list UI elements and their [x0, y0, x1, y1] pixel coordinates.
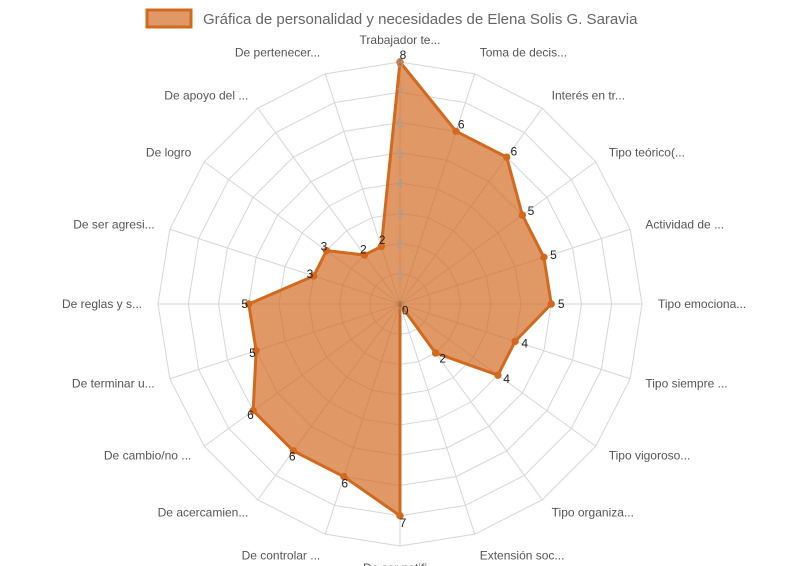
axis-label: De reglas y s...: [62, 297, 142, 311]
chart-legend[interactable]: Gráfica de personalidad y necesidades de…: [145, 8, 638, 29]
data-point[interactable]: [360, 251, 369, 259]
data-point[interactable]: [396, 512, 404, 520]
data-point[interactable]: [396, 300, 404, 308]
data-label: 2: [360, 242, 367, 256]
data-point[interactable]: [249, 406, 257, 415]
data-label: 7: [400, 516, 407, 530]
data-point[interactable]: [494, 371, 502, 379]
data-label: 2: [439, 352, 446, 366]
axis-label: De terminar u...: [72, 377, 155, 391]
data-label: 0: [402, 304, 409, 318]
data-label: 5: [241, 297, 248, 311]
axis-label: De ser agresi...: [73, 217, 154, 231]
data-label: 6: [510, 145, 517, 159]
data-label: 6: [341, 476, 348, 490]
axis-label: De apoyo del ...: [164, 88, 248, 102]
axis-label: Tipo emociona...: [658, 297, 746, 311]
tick-label: 8: [396, 55, 403, 70]
axis-label: Toma de decis...: [480, 46, 567, 60]
data-point[interactable]: [431, 349, 440, 357]
axis-label: De controlar ...: [242, 548, 321, 562]
data-point[interactable]: [452, 127, 460, 136]
data-point[interactable]: [309, 272, 318, 280]
axis-label: De logro: [146, 145, 192, 159]
data-label: 5: [249, 346, 256, 360]
axis-label: Extensión soc...: [480, 548, 565, 562]
axis-label: Interés en tr...: [552, 88, 625, 102]
axis-label: De cambio/no ...: [104, 449, 191, 463]
data-point[interactable]: [511, 337, 519, 346]
data-point[interactable]: [540, 253, 548, 261]
tick-label: 5: [396, 146, 403, 161]
axis-label: Tipo siempre ...: [645, 377, 727, 391]
legend-label: Gráfica de personalidad y necesidades de…: [203, 11, 638, 28]
tick-label: 3: [396, 206, 403, 221]
tick-label: 4: [396, 176, 403, 191]
radar-ticks: 0 1 2 3 4 5 6 7 8: [396, 55, 403, 312]
data-point[interactable]: [322, 246, 331, 255]
axis-label: Tipo teórico(...: [609, 145, 685, 159]
data-label: 2: [379, 233, 386, 247]
axis-label: De acercamien...: [158, 506, 249, 520]
axis-label: De ser notifi...: [363, 561, 437, 566]
data-label: 8: [400, 48, 407, 62]
data-point[interactable]: [396, 58, 404, 66]
legend-swatch: [145, 8, 193, 29]
tick-label: 2: [396, 237, 403, 252]
axis-label: Tipo vigoroso...: [609, 449, 691, 463]
data-label: 5: [558, 297, 565, 311]
tick-label: 6: [396, 116, 403, 131]
data-point[interactable]: [502, 153, 511, 161]
data-point[interactable]: [340, 472, 348, 481]
data-point[interactable]: [518, 211, 527, 219]
grid-spoke: [399, 303, 476, 535]
data-label: 3: [307, 267, 314, 281]
data-label: 3: [321, 240, 328, 254]
radar-data: [245, 58, 555, 520]
data-label: 5: [550, 248, 557, 262]
axis-label: Trabajador te...: [360, 33, 441, 47]
data-point[interactable]: [377, 242, 385, 251]
data-point[interactable]: [245, 300, 253, 308]
data-label: 5: [528, 204, 535, 218]
tick-label: 7: [396, 85, 403, 100]
data-point[interactable]: [289, 447, 298, 455]
data-label: 6: [247, 408, 254, 422]
data-point[interactable]: [252, 347, 260, 355]
tick-label: 1: [396, 267, 403, 282]
data-point[interactable]: [547, 300, 555, 308]
axis-label: De pertenecer...: [235, 46, 320, 60]
data-label: 6: [458, 118, 465, 132]
tick-label: 0: [396, 297, 403, 312]
radar-axis-labels: Trabajador te... Toma de decis... Interés …: [62, 33, 746, 566]
axis-label: Tipo organiza...: [552, 506, 634, 520]
data-label: 4: [503, 372, 510, 386]
axis-label: Actividad de ...: [645, 217, 724, 231]
data-label: 6: [289, 450, 296, 464]
data-label: 4: [521, 337, 528, 351]
